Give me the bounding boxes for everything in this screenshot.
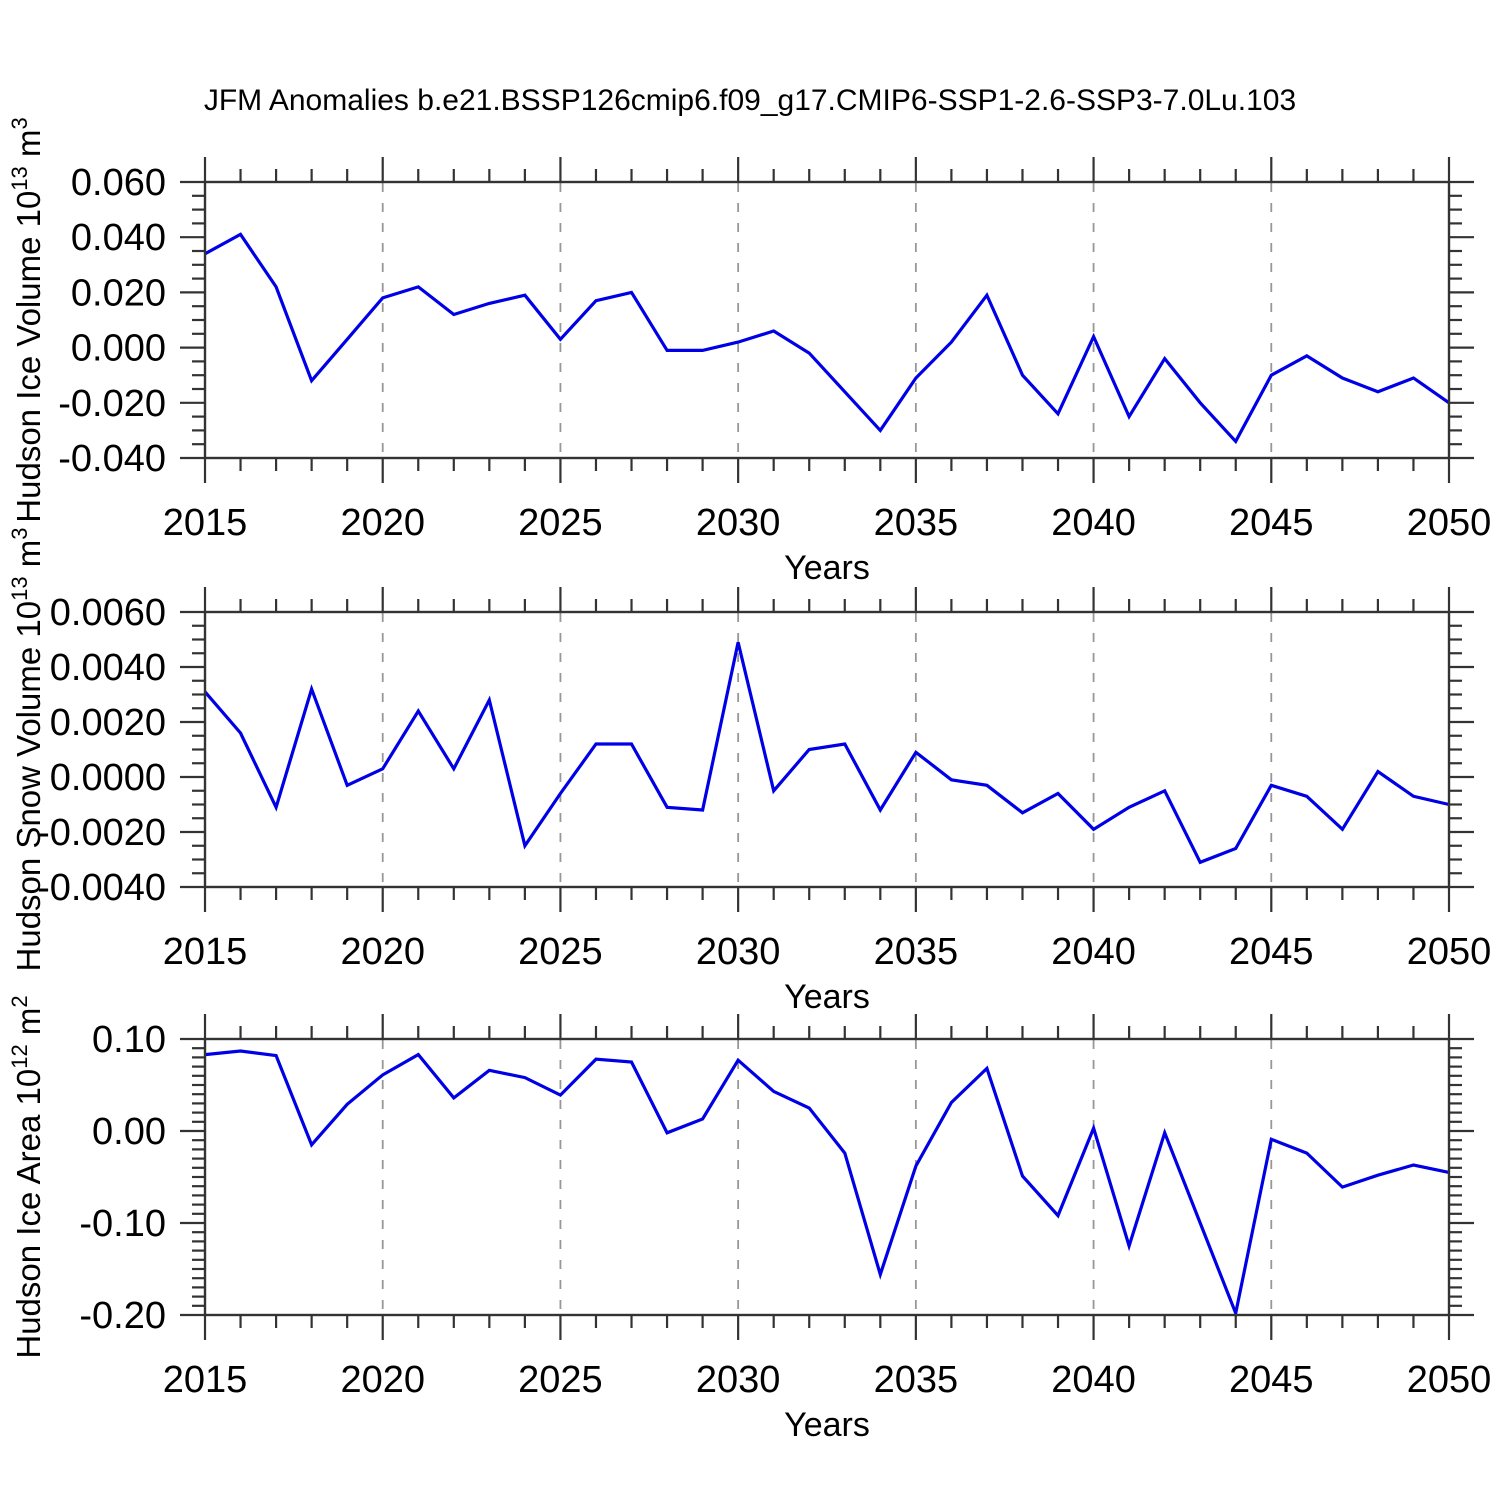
y-tick-label: 0.000 [71, 328, 166, 370]
x-tick-label: 2040 [1051, 931, 1136, 973]
plot-border [203, 180, 1451, 460]
y-tick-label: 0.0020 [50, 702, 166, 744]
x-axis-title: Years [784, 978, 870, 1016]
x-axis-title: Years [784, 1406, 870, 1444]
x-tick-label: 2050 [1407, 931, 1492, 973]
x-tick-label: 2030 [696, 931, 781, 973]
y-tick-label: -0.040 [58, 438, 166, 480]
y-tick-label: -0.10 [79, 1203, 166, 1245]
data-line [204, 1049, 1450, 1319]
y-tick-label: -0.0020 [37, 812, 166, 854]
figure-title: JFM Anomalies b.e21.BSSP126cmip6.f09_g17… [203, 84, 1297, 117]
y-axis-title-text: m [10, 540, 47, 577]
x-tick-label: 2045 [1229, 1359, 1314, 1401]
panel-hudson-ice-area: 2015 2020 2025 2030 2035 2040 2045 2050 -0.20 -0.… [7, 995, 1491, 1444]
x-tick-label: 2040 [1051, 502, 1136, 544]
y-axis-title-text: m [10, 1008, 47, 1045]
data-line [204, 232, 1450, 445]
y-axis-title-text: Hudson Ice Volume 10 [10, 191, 47, 523]
x-tick-label: 2035 [874, 502, 959, 544]
y-axis-title-text: m [10, 130, 47, 167]
panel-hudson-ice-volume: 2015 2020 2025 2030 2035 2040 2045 2050 -0.040 -0… [7, 117, 1491, 587]
y-axis-title-superscript: 2 [7, 995, 32, 1007]
x-tick-label: 2015 [163, 931, 248, 973]
y-axis-title: Hudson Ice Area 1012 m2 [7, 995, 47, 1358]
x-tick-label: 2045 [1229, 931, 1314, 973]
panel-hudson-snow-volume: 2015 2020 2025 2030 2035 2040 2045 2050 -0.0040 -… [7, 528, 1491, 1016]
x-tick-label: 2030 [696, 1359, 781, 1401]
y-axis-title-superscript: 3 [7, 117, 32, 129]
y-tick-label: 0.0000 [50, 757, 166, 799]
y-tick-label: 0.00 [92, 1111, 166, 1153]
x-tick-label: 2025 [518, 1359, 603, 1401]
y-tick-label: 0.060 [71, 162, 166, 204]
x-tick-label: 2040 [1051, 1359, 1136, 1401]
x-tick-label: 2020 [340, 931, 425, 973]
y-axis-title-superscript: 12 [7, 1044, 32, 1068]
data-line [203, 641, 1450, 865]
y-axis-title: Hudson Snow Volume 1013 m3 [7, 528, 47, 972]
x-tick-label: 2025 [518, 931, 603, 973]
y-tick-label: -0.20 [79, 1295, 166, 1337]
y-tick-label: -0.0040 [37, 867, 166, 909]
x-axis-title: Years [784, 549, 870, 587]
y-axis-title-superscript: 13 [7, 166, 32, 190]
x-tick-label: 2035 [874, 931, 959, 973]
x-tick-label: 2025 [518, 502, 603, 544]
x-tick-label: 2030 [696, 502, 781, 544]
y-axis-title-superscript: 3 [7, 528, 32, 540]
y-tick-label: 0.10 [92, 1019, 166, 1061]
x-tick-label: 2050 [1407, 1359, 1492, 1401]
y-axis-title-text: Hudson Ice Area 10 [10, 1069, 47, 1359]
y-tick-label: 0.020 [71, 272, 166, 314]
x-tick-label: 2020 [340, 1359, 425, 1401]
x-tick-label: 2035 [874, 1359, 959, 1401]
y-tick-label: 0.0040 [50, 647, 166, 689]
y-axis-title-superscript: 13 [7, 576, 32, 600]
y-tick-label: -0.020 [58, 383, 166, 425]
x-tick-label: 2015 [163, 502, 248, 544]
x-tick-label: 2015 [163, 1359, 248, 1401]
y-axis-title: Hudson Ice Volume 1013 m3 [7, 117, 47, 522]
plot-border [203, 610, 1451, 889]
y-axis-title-text: Hudson Snow Volume 10 [10, 601, 47, 972]
x-tick-label: 2050 [1407, 502, 1492, 544]
y-tick-label: 0.0060 [50, 592, 166, 634]
y-tick-label: 0.040 [71, 217, 166, 259]
x-tick-label: 2020 [340, 502, 425, 544]
x-tick-label: 2045 [1229, 502, 1314, 544]
